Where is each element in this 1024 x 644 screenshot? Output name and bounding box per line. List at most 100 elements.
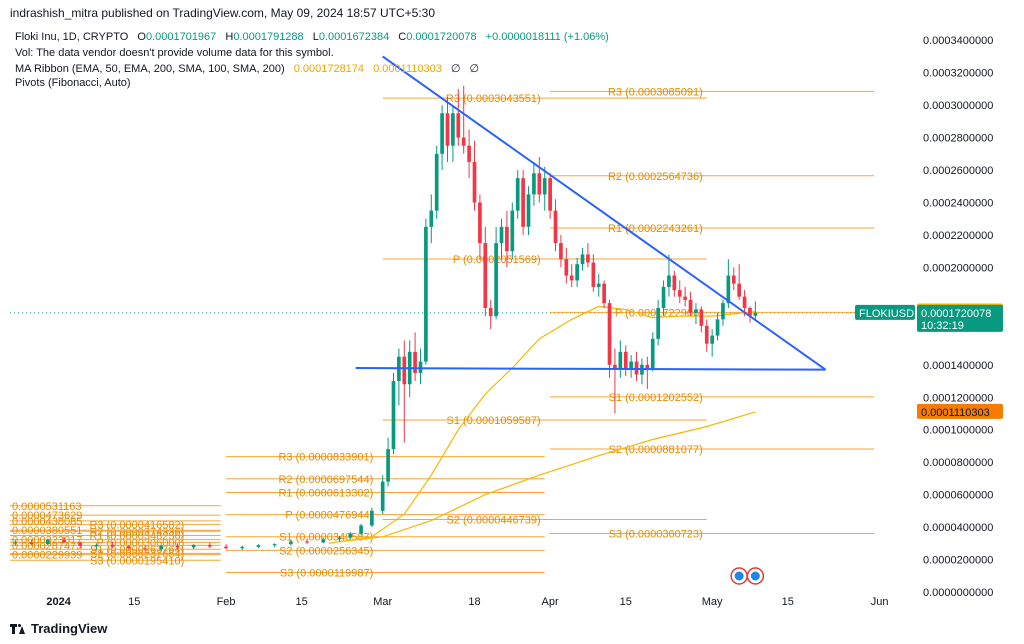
y-axis-tick: 0.0001200000 — [923, 392, 993, 404]
symbol-tag — [855, 304, 915, 320]
symbol-tag-text: FLOKIUSD — [859, 308, 914, 320]
pivot-label: R3 (0.0000416582) — [89, 519, 184, 531]
candle — [445, 113, 450, 146]
pivot-label: S3 (0.0000195410) — [90, 555, 184, 567]
pivot-label: R1 (0.0000613302) — [278, 487, 373, 499]
pivot-label: R2 (0.0002564736) — [608, 171, 703, 183]
candle — [694, 309, 698, 313]
candle — [726, 275, 731, 304]
y-axis-tick: 0.0001000000 — [923, 425, 993, 437]
candle — [483, 243, 488, 308]
y-axis-tick: 0.0002400000 — [923, 198, 993, 210]
ma-value-2: 0.0001110303 — [373, 63, 442, 75]
candle — [542, 178, 547, 195]
ma-ribbon-legend[interactable]: MA Ribbon (EMA, 50, EMA, 200, SMA, 100, … — [15, 62, 485, 75]
pivot-label: S1 (0.0001059587) — [447, 415, 541, 427]
pivot-label: R3 (0.0003085091) — [608, 86, 703, 98]
candle — [256, 545, 261, 547]
y-axis-tick: 0.0000800000 — [923, 457, 993, 469]
candle — [191, 544, 196, 548]
tradingview-branding[interactable]: TradingView — [10, 621, 107, 636]
ema200-price-tag — [917, 403, 1003, 419]
candle — [699, 309, 704, 326]
tradingview-logo-icon — [10, 623, 26, 634]
tradingview-logo-text: TradingView — [31, 621, 108, 636]
candle — [645, 364, 650, 369]
symbol-legend-row: Floki Inu, 1D, CRYPTO O0.0001701967 H0.0… — [15, 31, 615, 43]
pivots-legend[interactable]: Pivots (Fibonacci, Auto) — [15, 77, 131, 89]
candle — [499, 226, 504, 244]
y-axis-tick: 0.0001400000 — [923, 360, 993, 372]
candle — [710, 335, 714, 344]
y-axis-tick: 0.0002600000 — [923, 165, 993, 177]
candle — [143, 548, 147, 550]
candle — [434, 153, 439, 211]
x-axis-tick: 18 — [468, 596, 480, 608]
pivot-label: R3 (0.0003043551) — [446, 93, 541, 105]
pivot-label: 0.0000531163 — [12, 501, 82, 513]
candle — [683, 296, 687, 300]
candle — [29, 542, 34, 545]
candle — [289, 541, 293, 545]
candle — [672, 275, 677, 291]
candle — [461, 137, 466, 146]
candle — [559, 243, 563, 260]
last-price-tag-text: 10:32:19 — [921, 320, 964, 332]
candle — [737, 283, 741, 297]
candle — [515, 178, 520, 211]
candle — [208, 544, 212, 547]
x-axis-tick: 2024 — [46, 596, 71, 608]
ohlc-open: O0.0001701967 — [137, 31, 217, 43]
y-axis-tick: 0.0000600000 — [923, 490, 993, 502]
ma-line — [339, 411, 756, 543]
candle — [656, 308, 660, 339]
event-flag-dot-icon — [734, 571, 744, 581]
candle — [521, 178, 525, 227]
candle — [440, 113, 444, 154]
candle — [650, 338, 655, 369]
pivot-label: 0.0000287473 — [12, 540, 82, 552]
candle — [613, 364, 617, 369]
candle — [424, 226, 428, 362]
pivot-label: 0.0000380551 — [12, 525, 82, 537]
x-axis-tick: 15 — [782, 596, 794, 608]
candle — [159, 545, 164, 549]
pivot-label: 0.0000438085 — [12, 516, 82, 528]
candle — [305, 541, 309, 543]
x-axis-tick: Jun — [871, 596, 889, 608]
pivot-label: S1 (0.0000340587) — [279, 532, 373, 544]
candle — [748, 308, 752, 316]
ma-value-1: 0.0001728174 — [293, 63, 365, 75]
y-axis-tick: 0.0000400000 — [923, 522, 993, 534]
ma-line — [328, 305, 756, 544]
candle — [224, 546, 228, 549]
pivot-label: R3 (0.0000833901) — [278, 452, 373, 464]
volume-note: Vol: The data vendor doesn't provide vol… — [15, 47, 334, 59]
pivot-label: S2 (0.0000256345) — [279, 545, 373, 557]
y-axis-tick: 0.0002800000 — [923, 133, 993, 145]
candle — [402, 356, 407, 385]
trendline-descending — [382, 55, 827, 371]
candle — [413, 351, 417, 373]
pivot-label: S2 (0.0000881077) — [609, 444, 703, 456]
candle — [62, 540, 66, 543]
candle — [753, 312, 758, 316]
symbol-title[interactable]: Floki Inu, 1D, CRYPTO — [15, 31, 129, 43]
candle — [391, 381, 396, 450]
x-axis-tick: 15 — [296, 596, 308, 608]
candle — [348, 533, 353, 538]
pivot-label: S1 (0.0001202552) — [609, 392, 703, 404]
candle — [45, 540, 50, 545]
candle — [596, 283, 601, 287]
candle — [488, 308, 493, 317]
pivot-label: S3 (0.0000360723) — [609, 528, 703, 540]
pivot-label: S3 (0.0000119987) — [280, 568, 373, 580]
candle — [175, 545, 180, 548]
candle — [553, 210, 558, 244]
price-change: +0.0000018111 (+1.06%) — [485, 31, 609, 43]
candle — [623, 351, 628, 369]
y-axis-tick: 0.0000000000 — [923, 587, 993, 599]
trendline-support — [355, 367, 826, 371]
x-axis-tick: Mar — [373, 596, 392, 608]
